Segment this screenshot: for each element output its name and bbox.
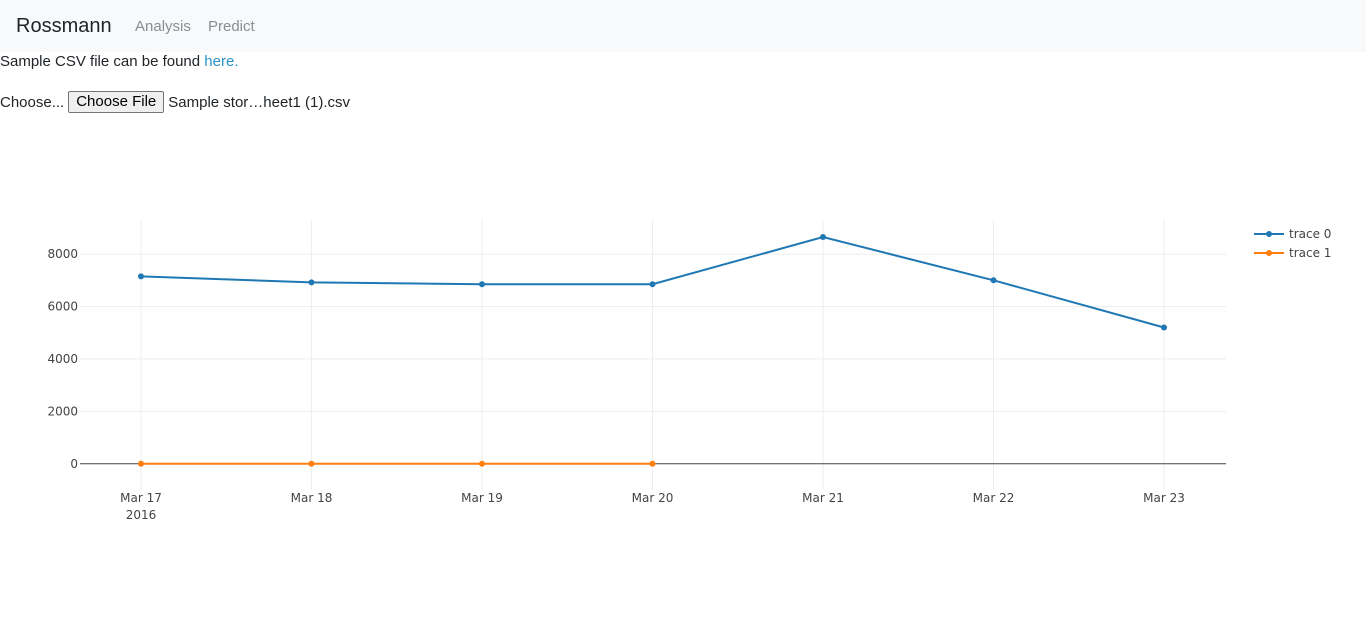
series-trace-0 [138,234,1167,331]
data-point [820,234,826,241]
data-point [990,277,997,284]
sample-csv-note: Sample CSV file can be found here. [0,52,239,72]
x-tick-label: Mar 17 [120,491,162,505]
x-tick-label: Mar 19 [461,491,503,505]
series-line [140,236,1165,329]
navbar-brand[interactable]: Rossmann [16,15,112,37]
y-tick-label: 0 [70,457,78,471]
selected-file-name: Sample stor…heet1 (1).csv [168,94,351,111]
y-tick-label: 4000 [47,352,78,366]
legend-item: trace 1 [1254,246,1331,260]
x-tick-label: Mar 22 [973,491,1015,505]
data-point [138,273,144,280]
chart-legend: trace 0 trace 1 [1254,227,1331,260]
sample-csv-text: Sample CSV file can be found [0,53,205,70]
data-point [308,279,315,286]
data-point [649,460,656,467]
x-tick-year-label: 2016 [126,508,157,522]
nav-link-analysis[interactable]: Analysis [135,18,191,35]
data-point [479,460,485,467]
data-point [138,460,144,467]
y-tick-label: 6000 [47,300,78,314]
legend-swatch-marker [1266,231,1272,237]
file-input-label: Choose... [0,94,65,111]
legend-swatch-marker [1266,250,1272,256]
data-point [1161,324,1167,331]
legend-item: trace 0 [1254,227,1331,241]
file-upload-row: Choose... Choose File Sample stor…heet1 (1… [0,91,350,115]
legend-label: trace 1 [1289,246,1331,260]
x-tick-label: Mar 21 [802,491,844,505]
x-tick-label: Mar 20 [632,491,674,505]
chart-series [138,234,1167,467]
legend-label: trace 0 [1289,227,1331,241]
x-tick-label: Mar 23 [1143,491,1185,505]
y-tick-label: 8000 [47,247,78,261]
series-trace-1 [138,460,656,467]
navbar: Rossmann Analysis Predict [0,0,1366,52]
data-point [649,281,656,288]
chart-grid [80,220,1226,490]
x-tick-label: Mar 18 [291,491,333,505]
data-point [479,281,485,288]
data-point [308,460,315,467]
y-tick-label: 2000 [47,404,78,418]
chart-axes: 0 2000 4000 6000 8000 Mar 17 Mar 18 Mar 19 Mar 2… [47,247,1226,522]
choose-file-button[interactable]: Choose File [68,91,165,113]
sample-csv-link[interactable]: here. [204,53,239,70]
nav-link-predict[interactable]: Predict [208,18,255,35]
